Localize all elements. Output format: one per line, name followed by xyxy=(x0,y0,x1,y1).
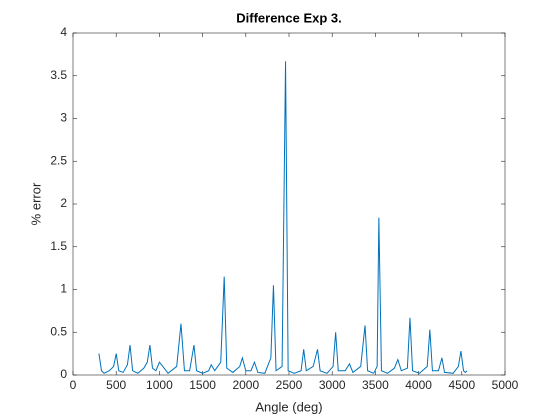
x-tick-label: 4500 xyxy=(448,378,475,392)
y-tick-label: 1 xyxy=(60,282,67,296)
x-tick-label: 1500 xyxy=(189,378,216,392)
x-tick-label: 2500 xyxy=(276,378,303,392)
x-tick-label: 0 xyxy=(70,378,77,392)
y-tick-label: 2 xyxy=(60,196,67,210)
chart-title: Difference Exp 3. xyxy=(236,10,342,25)
x-tick-label: 3000 xyxy=(319,378,346,392)
y-axis-label: % error xyxy=(28,182,43,225)
x-tick-label: 3500 xyxy=(362,378,389,392)
x-tick-label: 1000 xyxy=(146,378,173,392)
x-tick-label: 4000 xyxy=(405,378,432,392)
y-tick-label: 2.5 xyxy=(50,153,67,167)
plot-area xyxy=(72,32,506,376)
y-tick-label: 0 xyxy=(60,367,67,381)
x-axis-label: Angle (deg) xyxy=(255,399,322,414)
data-line xyxy=(98,61,468,374)
x-tick-label: 2000 xyxy=(232,378,259,392)
y-tick-label: 1.5 xyxy=(50,239,67,253)
y-tick-label: 4 xyxy=(60,25,67,39)
x-tick-label: 500 xyxy=(106,378,126,392)
y-tick-label: 3 xyxy=(60,111,67,125)
y-tick-label: 3.5 xyxy=(50,68,67,82)
y-tick-label: 0.5 xyxy=(50,324,67,338)
x-tick-label: 5000 xyxy=(492,378,519,392)
